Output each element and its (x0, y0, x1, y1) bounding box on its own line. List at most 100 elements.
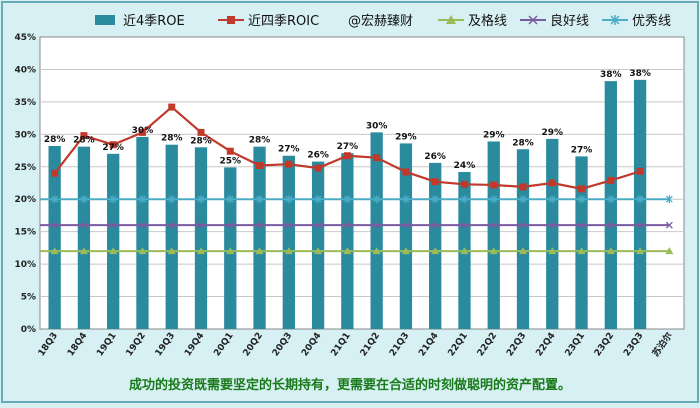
threshold-marker (373, 195, 381, 204)
legend-watermark: @宏赫臻财 (348, 14, 413, 29)
roe-bar (399, 143, 413, 329)
threshold-marker (373, 221, 381, 229)
threshold-marker (577, 247, 586, 255)
roic-point (460, 180, 468, 188)
roic-point (226, 147, 234, 155)
threshold-marker (51, 221, 59, 229)
roic-point (431, 178, 439, 186)
roe-data-label: 28% (512, 138, 534, 148)
roic-point (548, 179, 556, 187)
threshold-marker (519, 247, 527, 255)
threshold-marker (109, 247, 118, 255)
roe-bar (487, 141, 500, 329)
threshold-marker (343, 195, 351, 204)
legend-marker (227, 16, 235, 24)
threshold-marker (284, 247, 293, 255)
threshold-marker (665, 195, 673, 204)
threshold-marker (431, 221, 439, 229)
y-axis: 0% 5% 10% 15% 20% 25% 30% 35% 40% 45% (14, 33, 36, 335)
threshold-marker (401, 247, 410, 255)
roic-point (168, 103, 176, 111)
roic-point (197, 128, 205, 136)
roe-data-label: 28% (73, 136, 95, 146)
threshold-marker (490, 221, 498, 229)
legend-marker (610, 15, 620, 25)
y-tick-label: 40% (14, 65, 36, 75)
threshold-marker (607, 221, 615, 229)
threshold-marker (519, 195, 527, 204)
roe-bar (77, 146, 91, 329)
threshold-marker (197, 247, 205, 255)
threshold-lines (40, 195, 674, 255)
legend-label: 及格线 (468, 13, 507, 29)
threshold-marker (79, 247, 88, 255)
roe-bar (516, 149, 530, 329)
roe-data-label: 27% (102, 143, 124, 153)
threshold-marker (314, 195, 322, 204)
data-labels: 28% 28% 27% 30% 28% 28% 25% 28% 27% 26% 27% 30% 29% 2… (44, 69, 651, 171)
roe-bar (429, 162, 442, 329)
roic-point (402, 168, 410, 176)
threshold-marker (548, 195, 556, 204)
threshold-marker (138, 221, 146, 229)
roic-point (80, 132, 88, 140)
roe-data-label: 24% (454, 161, 476, 171)
y-tick-label: 45% (14, 33, 36, 43)
legend-label: 良好线 (550, 13, 589, 29)
threshold-marker (314, 221, 322, 229)
threshold-marker (50, 247, 59, 255)
threshold-marker (636, 221, 644, 229)
roe-bar (107, 153, 120, 329)
threshold-marker (138, 247, 147, 255)
threshold-marker (460, 221, 468, 229)
threshold-marker (431, 247, 440, 255)
legend-swatch (95, 15, 115, 25)
roe-bar (633, 79, 647, 330)
roe-data-label: 27% (571, 145, 593, 155)
threshold-marker (256, 195, 264, 204)
threshold-marker (226, 221, 234, 229)
roe-data-label: 30% (366, 121, 388, 131)
roe-data-label: 30% (132, 126, 154, 136)
threshold-marker (343, 247, 352, 255)
threshold-marker (489, 247, 498, 255)
roic-point (607, 176, 615, 184)
threshold-marker (490, 195, 498, 204)
y-tick-label: 35% (14, 98, 36, 108)
threshold-marker (226, 247, 235, 255)
threshold-marker (168, 221, 176, 229)
roic-point (109, 141, 117, 149)
legend-marker (528, 15, 538, 25)
threshold-marker (80, 221, 88, 229)
roic-point (373, 154, 381, 162)
threshold-marker (314, 247, 323, 255)
roic-line (51, 103, 644, 193)
y-tick-label: 30% (14, 130, 36, 140)
y-tick-label: 5% (21, 293, 36, 303)
threshold-marker (372, 247, 381, 255)
roic-point (636, 167, 644, 175)
threshold-marker (285, 221, 293, 229)
threshold-marker (606, 247, 615, 255)
roic-point (285, 160, 293, 168)
roe-data-label: 28% (161, 134, 183, 144)
threshold-marker (226, 195, 234, 204)
threshold-marker (109, 221, 117, 229)
threshold-marker (460, 195, 468, 204)
threshold-marker (460, 247, 469, 255)
roe-bar (341, 153, 354, 329)
y-tick-label: 20% (14, 195, 36, 205)
threshold-marker (665, 221, 673, 229)
roe-data-label: 27% (337, 142, 359, 152)
legend-label: 近四季ROIC (248, 14, 319, 29)
threshold-marker (431, 195, 439, 204)
threshold-marker (197, 221, 205, 229)
roe-data-label: 28% (249, 136, 271, 146)
roe-bar (311, 161, 325, 329)
roe-data-label: 29% (395, 132, 417, 142)
roe-data-label: 25% (219, 156, 241, 166)
footer-caption: 成功的投资既需要坚定的长期持有，更需要在合适的时刻做聪明的资产配置。 (129, 377, 571, 393)
roe-bar (546, 138, 559, 329)
